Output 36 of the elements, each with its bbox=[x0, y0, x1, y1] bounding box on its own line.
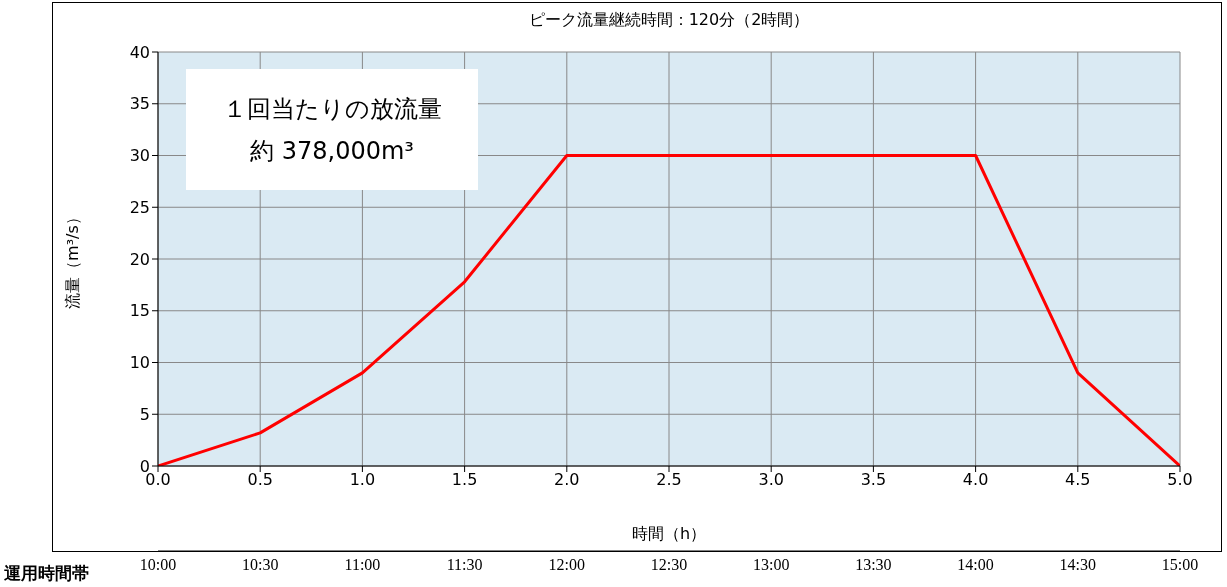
x2-tick-label: 14:00 bbox=[957, 556, 994, 574]
x-tick-label: 2.5 bbox=[656, 470, 682, 490]
x2-axis-title: 運用時間帯 bbox=[4, 562, 89, 585]
annotation: １回当たりの放流量 bbox=[222, 93, 442, 125]
y-tick-label: 10 bbox=[129, 353, 150, 373]
annotation: 約 378,000m³ bbox=[250, 135, 414, 167]
x2-tick-label: 15:00 bbox=[1161, 556, 1199, 574]
x2-tick-label: 10:00 bbox=[139, 556, 177, 574]
x2-tick-label: 13:00 bbox=[752, 556, 790, 574]
x2-tick-label: 11:30 bbox=[446, 556, 483, 574]
x2-tick-label: 12:30 bbox=[650, 556, 688, 574]
x-tick-label: 1.0 bbox=[349, 470, 376, 490]
x2-tick-label: 13:30 bbox=[855, 556, 892, 574]
x-tick-label: 5.0 bbox=[1167, 470, 1193, 490]
y-tick-label: 30 bbox=[129, 146, 150, 166]
y-axis-title: 流量（m³/s） bbox=[62, 209, 82, 309]
x-tick-label: 3.0 bbox=[758, 470, 784, 490]
x2-tick-label: 11:00 bbox=[344, 556, 381, 574]
y-tick-label: 5 bbox=[139, 404, 150, 424]
x-tick-label: 3.5 bbox=[860, 470, 887, 490]
x-tick-label: 1.5 bbox=[451, 470, 478, 490]
x-tick-label: 2.0 bbox=[554, 470, 580, 490]
y-tick-label: 35 bbox=[129, 94, 150, 114]
x2-tick-label: 14:30 bbox=[1059, 556, 1097, 574]
y-tick-label: 40 bbox=[129, 42, 150, 62]
x-axis-title: 時間（h） bbox=[631, 524, 707, 543]
y-tick-label: 20 bbox=[129, 249, 150, 269]
x-tick-label: 4.0 bbox=[962, 470, 989, 490]
x2-tick-label: 12:00 bbox=[548, 556, 586, 574]
note-box: １回当たりの放流量 約 378,000m³ bbox=[186, 69, 478, 190]
x2-tick-label: 10:30 bbox=[241, 556, 279, 574]
y-tick-label: 25 bbox=[129, 197, 150, 217]
y-tick-label: 15 bbox=[129, 301, 150, 321]
chart-title: ピーク流量継続時間：120分（2時間） bbox=[527, 10, 811, 31]
x-tick-label: 0.5 bbox=[247, 470, 273, 490]
x-tick-label: 4.5 bbox=[1065, 470, 1091, 490]
